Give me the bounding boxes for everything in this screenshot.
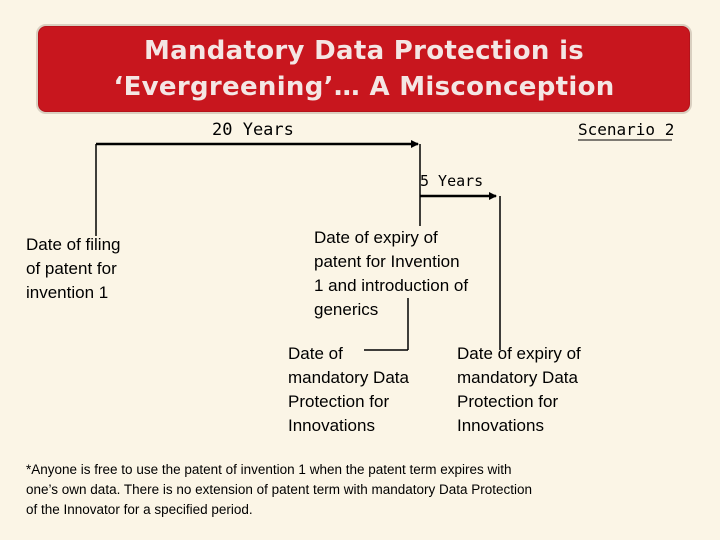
text-line: generics (314, 300, 379, 319)
text-line: Innovations (288, 416, 375, 435)
footnote: *Anyone is free to use the patent of inv… (26, 460, 666, 520)
text-line: mandatory Data (288, 368, 409, 387)
text-line: Date of expiry of (457, 344, 581, 363)
title-line-2: ‘Evergreening’… A Misconception (113, 72, 615, 102)
footnote-line: of the Innovator for a specified period. (26, 502, 253, 517)
text-line: invention 1 (26, 283, 109, 302)
text-line: 1 and introduction of (314, 276, 469, 295)
footnote-line: one’s own data. There is no extension of… (26, 482, 533, 497)
text-line: Innovations (457, 416, 544, 435)
data-protection-start-text: Date of mandatory Data Protection for In… (288, 342, 448, 438)
text-line: mandatory Data (457, 368, 578, 387)
patent-expiry-text: Date of expiry of patent for Invention 1… (314, 226, 504, 322)
text-line: Date of expiry of (314, 228, 438, 247)
text-line: Protection for (288, 392, 390, 411)
scenario-label: Scenario 2 (578, 120, 675, 139)
text-line: patent for Invention (314, 252, 460, 271)
text-line: Protection for (457, 392, 559, 411)
text-line: Date of filing (26, 235, 121, 254)
text-line: of patent for (26, 259, 117, 278)
text-line: Date of (288, 344, 343, 363)
data-protection-expiry-text: Date of expiry of mandatory Data Protect… (457, 342, 627, 438)
footnote-line: *Anyone is free to use the patent of inv… (26, 462, 512, 477)
span-5-years-label: 5 Years (420, 172, 484, 190)
span-20-years-label: 20 Years (212, 120, 294, 140)
title-line-1: Mandatory Data Protection is (143, 36, 585, 66)
filing-date-text: Date of filing of patent for invention 1 (26, 233, 156, 305)
title-banner: Mandatory Data Protection is ‘Evergreeni… (36, 24, 692, 114)
